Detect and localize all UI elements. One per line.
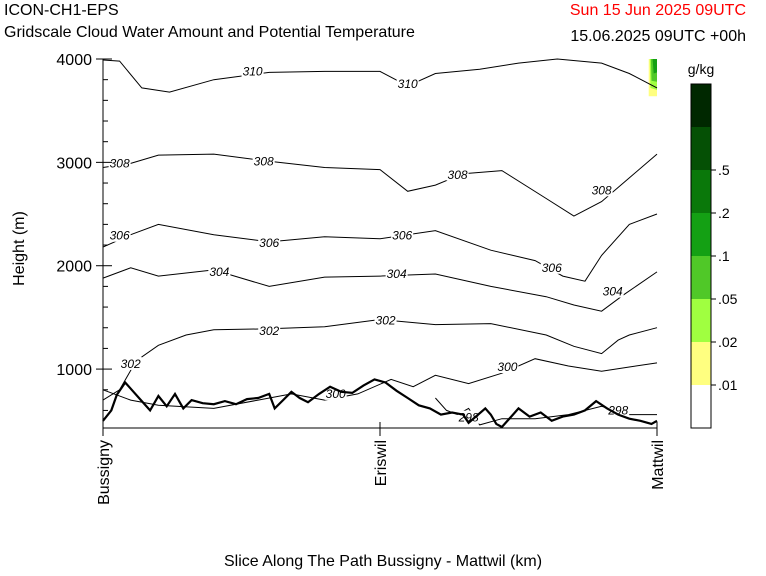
isentrope-label-308-3: 308 [592,183,612,197]
colorbar-label-5: .5 [718,162,730,178]
colorbar-box-3 [691,256,711,299]
isentrope-label-bg-308-3 [590,183,613,197]
isentrope-label-302-0: 302 [121,357,141,371]
isentrope-label-bg-310-1 [396,76,419,90]
isentrope-300 [102,358,658,409]
isentrope-label-308-2: 308 [448,168,468,182]
terrain-profile [102,378,658,429]
isentrope-label-306-0: 306 [110,229,130,243]
isentrope-label-300-1: 300 [497,360,517,374]
isentrope-308 [102,153,658,217]
isentrope-label-bg-300-1 [496,360,519,374]
cloud-water-fill [648,59,657,97]
isentrope-label-308-0: 308 [110,156,130,170]
isentrope-label-bg-306-1 [258,235,281,249]
colorbar-box-7 [691,84,711,127]
colorbar-box-0 [691,385,711,428]
x-tick-label-0: Bussigny [96,440,113,505]
isentrope-label-bg-310-0 [241,64,264,78]
colorbar-label-3: .1 [718,248,730,264]
colorbar-box-4 [691,213,711,256]
colorbar-label-2: .05 [718,291,738,307]
colorbar-box-6 [691,127,711,170]
colorbar-label-1: .02 [718,334,738,350]
colorbar-box-5 [691,170,711,213]
valid-time: Sun 15 Jun 2025 09UTC [569,2,746,19]
isentrope-label-306-3: 306 [542,261,562,275]
colorbar-label-0: .01 [718,377,738,393]
isentrope-304 [102,267,658,312]
isentrope-label-306-1: 306 [259,236,279,250]
isentrope-302 [102,318,658,401]
chart-title: Gridscale Cloud Water Amount and Potenti… [4,24,415,41]
model-name: ICON-CH1-EPS [4,2,119,19]
isentrope-310 [102,58,658,93]
isentrope-label-bg-300-0 [324,386,347,400]
isentrope-label-304-1: 304 [387,267,407,281]
colorbar: g/kg .01 .02 .05 .1 .2 .5 [688,61,738,429]
isentrope-label-bg-302-2 [374,313,397,327]
x-tick-label-1: Eriswil [373,440,390,486]
isentrope-label-298-1: 298 [607,403,628,417]
isentrope-label-304-0: 304 [209,265,229,279]
isentrope-label-bg-306-0 [108,228,131,242]
isentrope-label-bg-306-3 [540,260,563,274]
isentrope-label-310-0: 310 [243,64,263,78]
isentrope-label-bg-298-1 [607,403,630,417]
isentrope-label-300-0: 300 [326,387,346,401]
run-info: 15.06.2025 09UTC +00h [570,28,746,45]
isentrope-label-bg-308-0 [108,156,131,170]
isentrope-label-310-1: 310 [398,77,418,91]
x-axis-title: Slice Along The Path Bussigny - Mattwil … [223,553,543,570]
terrain-line [102,378,658,429]
y-tick-label-3000: 3000 [56,155,92,172]
isentrope-label-bg-304-1 [385,266,408,280]
y-axis-title: Height (m) [11,211,28,286]
x-tick-label-2: Mattwil [650,440,667,490]
colorbar-box-1 [691,342,711,385]
isentrope-label-bg-308-2 [446,167,469,181]
y-tick-label-1000: 1000 [56,362,92,379]
isentrope-label-bg-306-2 [391,228,414,242]
isentrope-label-302-1: 302 [259,324,279,338]
y-tick-label-4000: 4000 [56,52,92,69]
isentrope-label-bg-302-1 [258,323,281,337]
isentrope-label-bg-302-0 [119,356,142,370]
isentrope-label-302-2: 302 [376,314,396,328]
isentrope-label-bg-304-0 [208,264,231,278]
isentrope-label-bg-308-1 [252,154,275,168]
colorbar-box-2 [691,299,711,342]
isentrope-306 [102,213,658,282]
isentrope-label-bg-304-2 [601,284,624,298]
isentrope-label-308-1: 308 [254,154,274,168]
axes: 1000 2000 3000 4000 Height (m) Bussigny Eriswi… [11,52,667,505]
isentrope-label-304-2: 304 [603,285,623,299]
colorbar-label-4: .2 [718,205,730,221]
colorbar-unit: g/kg [688,61,714,77]
isentrope-label-306-2: 306 [392,229,412,243]
y-tick-label-2000: 2000 [56,259,92,276]
cloud-water-area-3 [652,59,657,74]
